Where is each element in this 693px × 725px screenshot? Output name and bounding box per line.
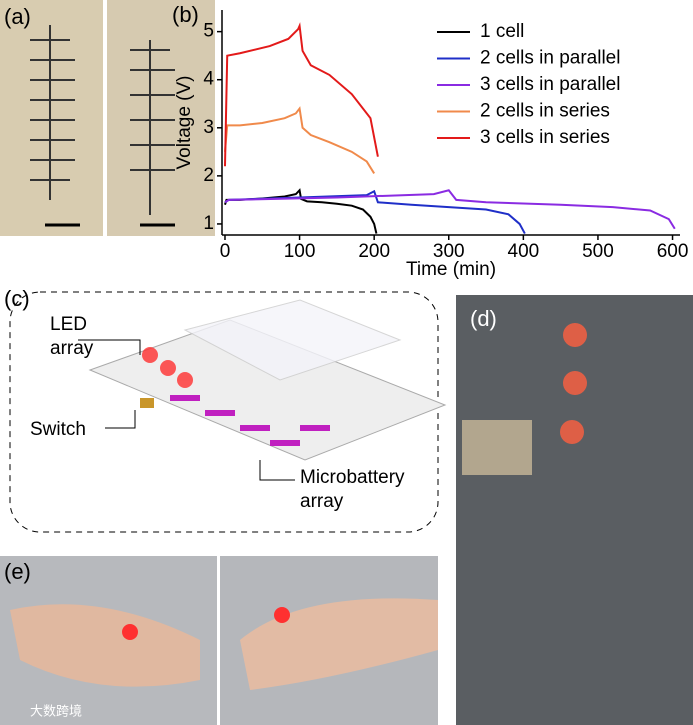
diagram-label: Microbattery array [300,467,405,512]
x-tick-label: 400 [508,241,540,262]
y-tick-label: 2 [203,165,214,186]
hand [240,598,438,690]
diagram-label: LED array [50,314,94,359]
legend-label: 2 cells in parallel [480,48,620,69]
device-cover [183,299,402,381]
y-axis-title: Voltage (V) [174,76,195,170]
diagram-frame [9,291,439,533]
y-tick-label: 4 [203,69,214,90]
leader [259,460,295,481]
x-tick-label: 300 [433,241,465,262]
leader [105,410,136,429]
x-tick-label: 0 [220,241,231,262]
data-line [223,106,376,174]
data-line [223,22,379,167]
led-glow [142,347,193,388]
panel-label: (a) [4,4,31,29]
switch-tape [462,420,532,475]
battery-cells [170,395,330,446]
serpentine [30,25,175,215]
diagram-label: Switch [30,419,86,440]
led-glow [274,607,290,623]
led-glow [122,624,138,640]
y-tick-label: 1 [203,213,214,234]
switch-icon [140,398,154,408]
y-tick-label: 3 [203,117,214,138]
x-tick-label: 100 [284,241,316,262]
hand [10,604,200,687]
device-substrate [88,319,447,461]
panel-label: (b) [172,2,199,27]
legend-label: 3 cells in series [480,127,610,148]
led-glow [560,323,587,444]
photo-a2 [107,0,215,236]
legend-label: 1 cell [480,21,524,42]
data-line [224,189,676,230]
watermark: 大数跨境 [30,703,82,718]
x-tick-label: 500 [582,241,614,262]
panel-label: (c) [4,286,30,311]
panel-label: (e) [4,559,31,584]
photo-a1 [0,0,103,236]
leader [78,339,141,355]
legend-label: 2 cells in series [480,101,610,122]
y-tick-label: 5 [203,21,214,42]
photo-d [456,295,693,725]
x-axis-title: Time (min) [406,259,496,280]
panel-label: (d) [470,306,497,331]
legend-label: 3 cells in parallel [480,74,620,95]
x-tick-label: 600 [657,241,689,262]
x-tick-label: 200 [358,241,390,262]
